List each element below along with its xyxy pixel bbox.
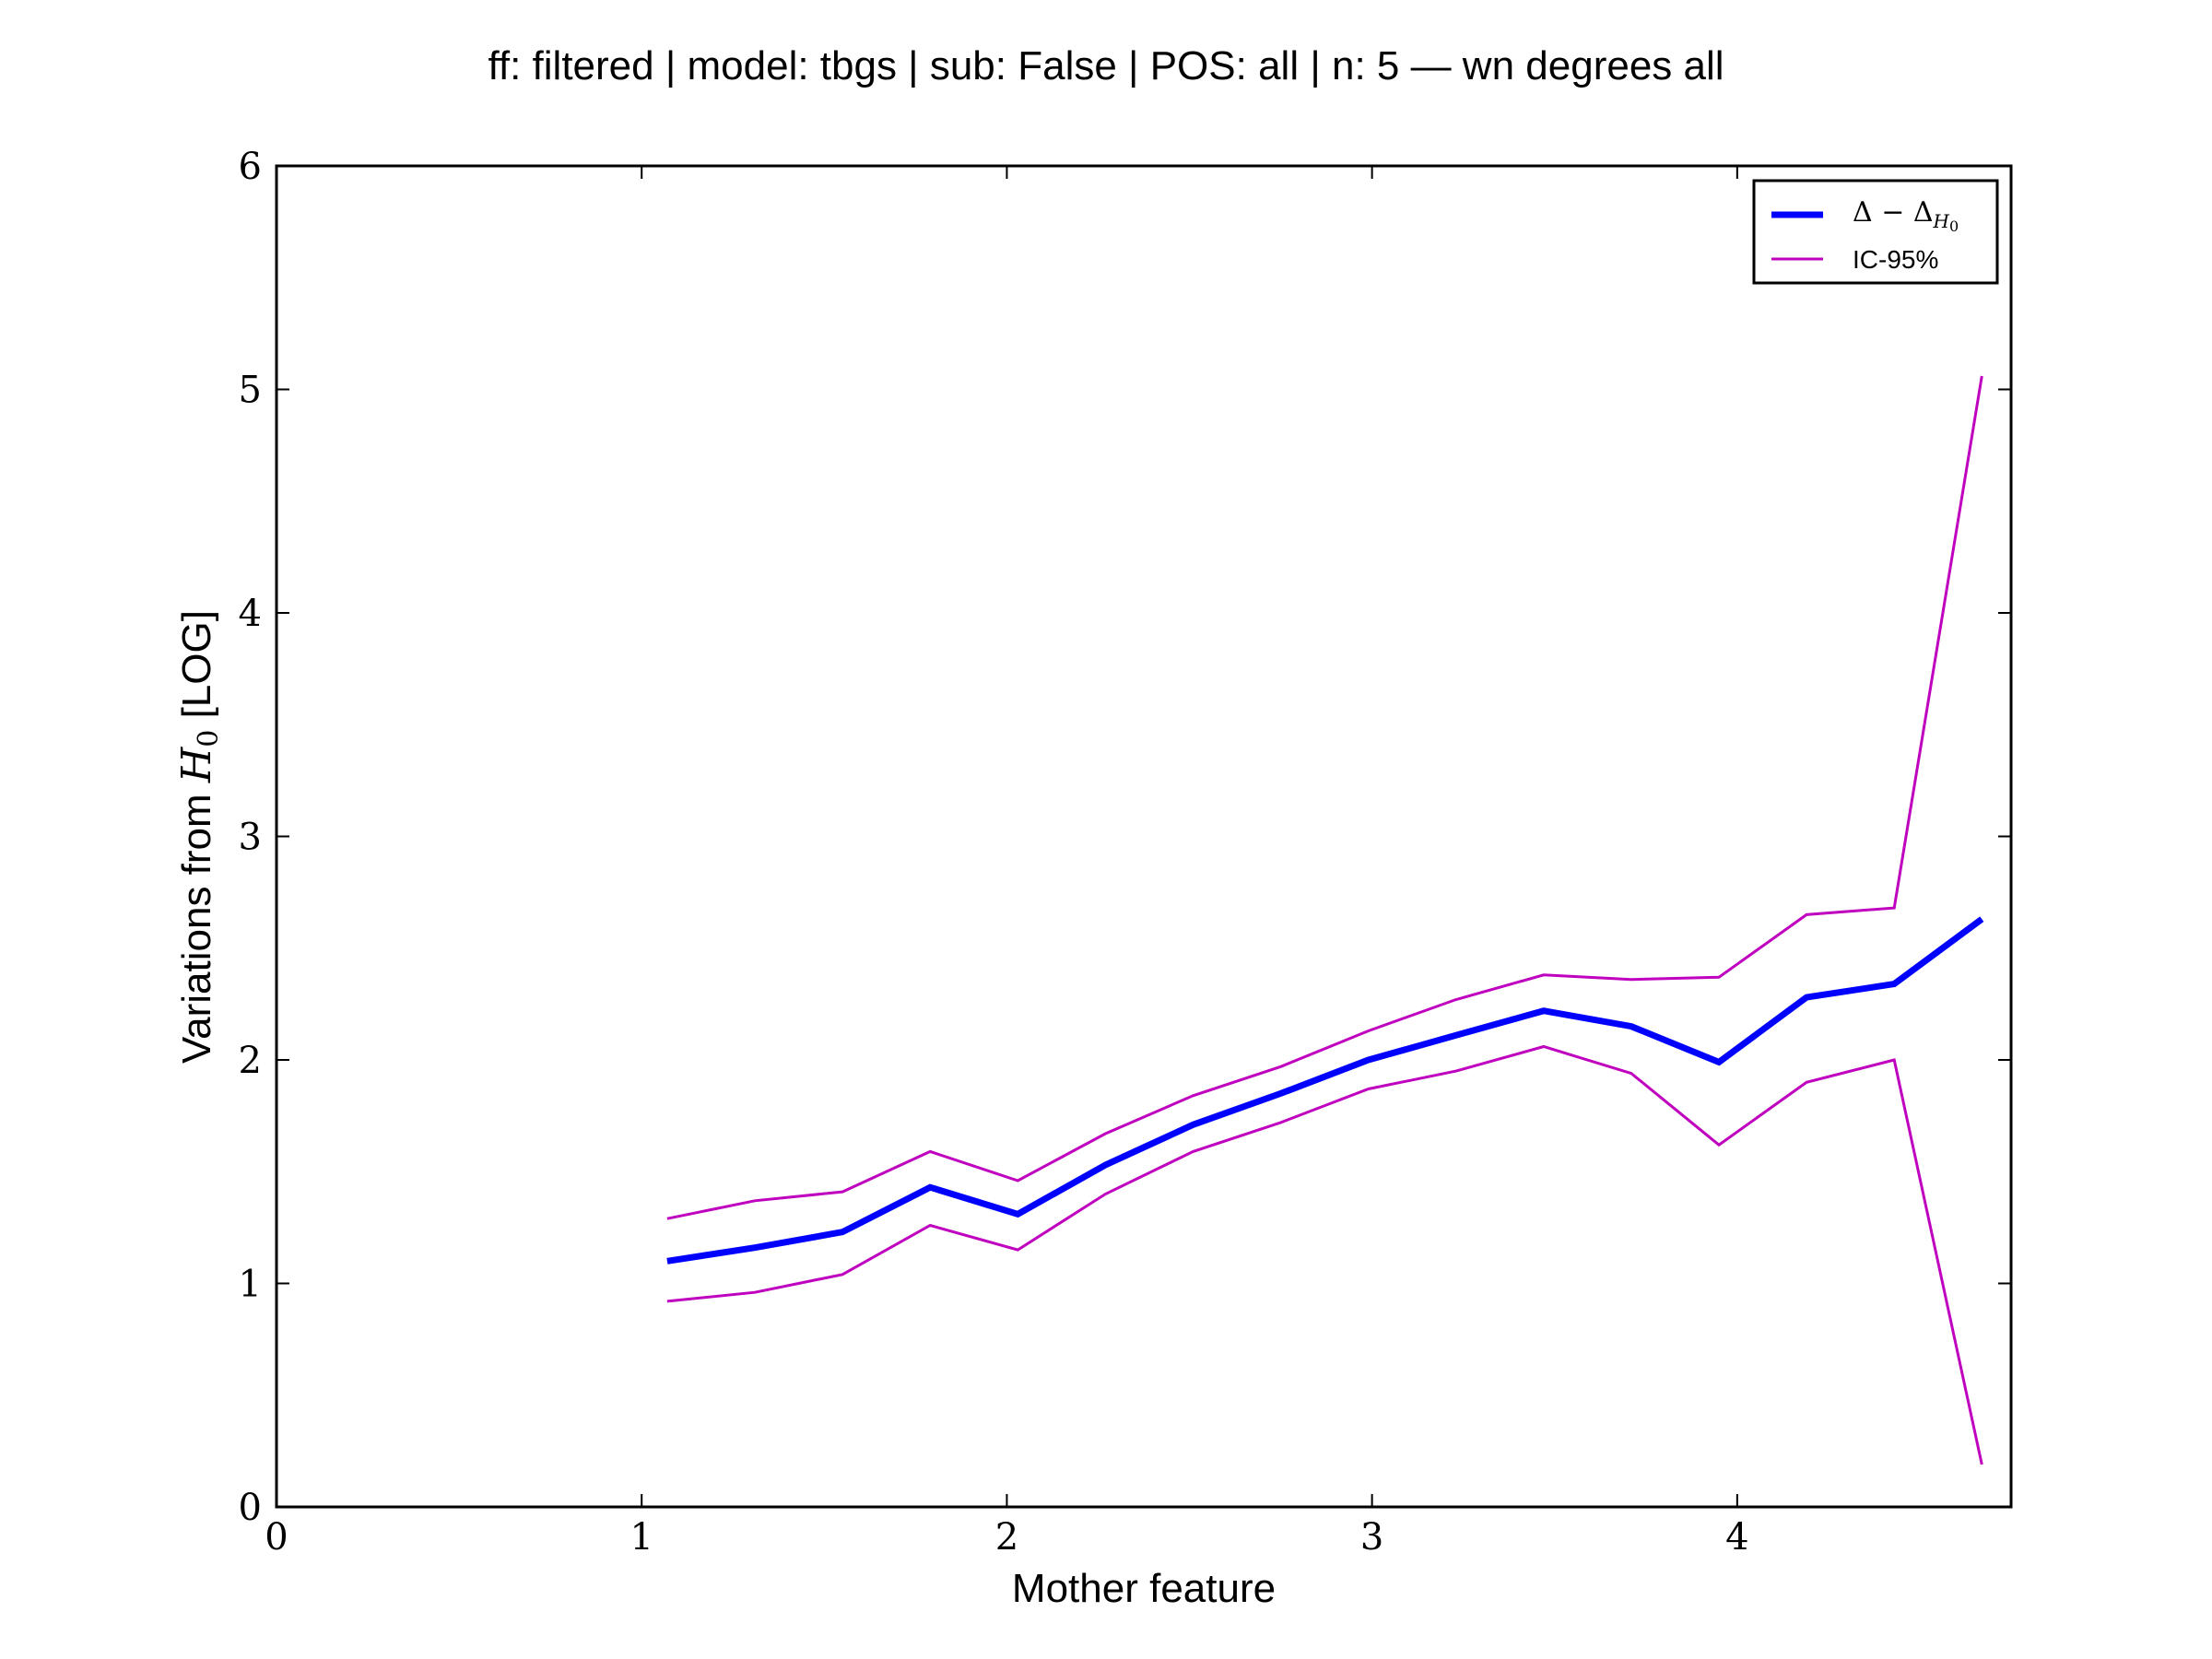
y-axis-label: Variations from H0 [LOG]: [173, 610, 225, 1064]
y-tick-label: 1: [239, 1264, 262, 1306]
legend-label-delta-sub2: 0: [1949, 218, 1959, 235]
y-tick-label: 3: [239, 817, 262, 859]
y-tick-label: 5: [239, 370, 262, 412]
y-axis-label-part-2: [LOG]: [174, 610, 219, 730]
series-ic95-upper-line: [666, 375, 1983, 1220]
series-ic95-lower-line: [666, 1044, 1983, 1465]
plot-frame: [275, 164, 2013, 1509]
x-tick-label: 0: [265, 1516, 288, 1559]
legend-label-delta-main: Δ − Δ: [1853, 196, 1934, 229]
chart-title: ff: filtered | model: tbgs | sub: False …: [488, 43, 1724, 88]
y-axis-label-part-1: Variations from: [174, 782, 219, 1064]
x-tick-label: 4: [1725, 1516, 1748, 1559]
x-axis-label: Mother feature: [1012, 1566, 1276, 1611]
series-delta-line: [666, 916, 1984, 1265]
y-axis-label-subscript: 0: [193, 730, 225, 747]
y-axis-label-symbol: H: [173, 746, 220, 783]
x-tick-label: 1: [629, 1516, 653, 1559]
y-tick-label: 6: [239, 146, 262, 188]
y-tick-label: 0: [239, 1487, 262, 1529]
x-tick-label: 3: [1360, 1516, 1383, 1559]
y-tick-label: 2: [239, 1040, 262, 1082]
legend: Δ − ΔH0 IC-95%: [1752, 179, 1999, 285]
legend-box: [1752, 179, 1999, 285]
ticks-layer: 0 1 2 3 4 0 1 2 3 4 5 6: [239, 146, 2011, 1559]
legend-label-delta-sub: H: [1933, 210, 1950, 232]
series-layer: [666, 375, 1984, 1465]
x-tick-label: 2: [995, 1516, 1018, 1559]
legend-label-delta: Δ − ΔH0: [1853, 196, 1959, 235]
legend-label-ic95: IC-95%: [1853, 245, 1938, 274]
y-tick-label: 4: [239, 593, 262, 635]
